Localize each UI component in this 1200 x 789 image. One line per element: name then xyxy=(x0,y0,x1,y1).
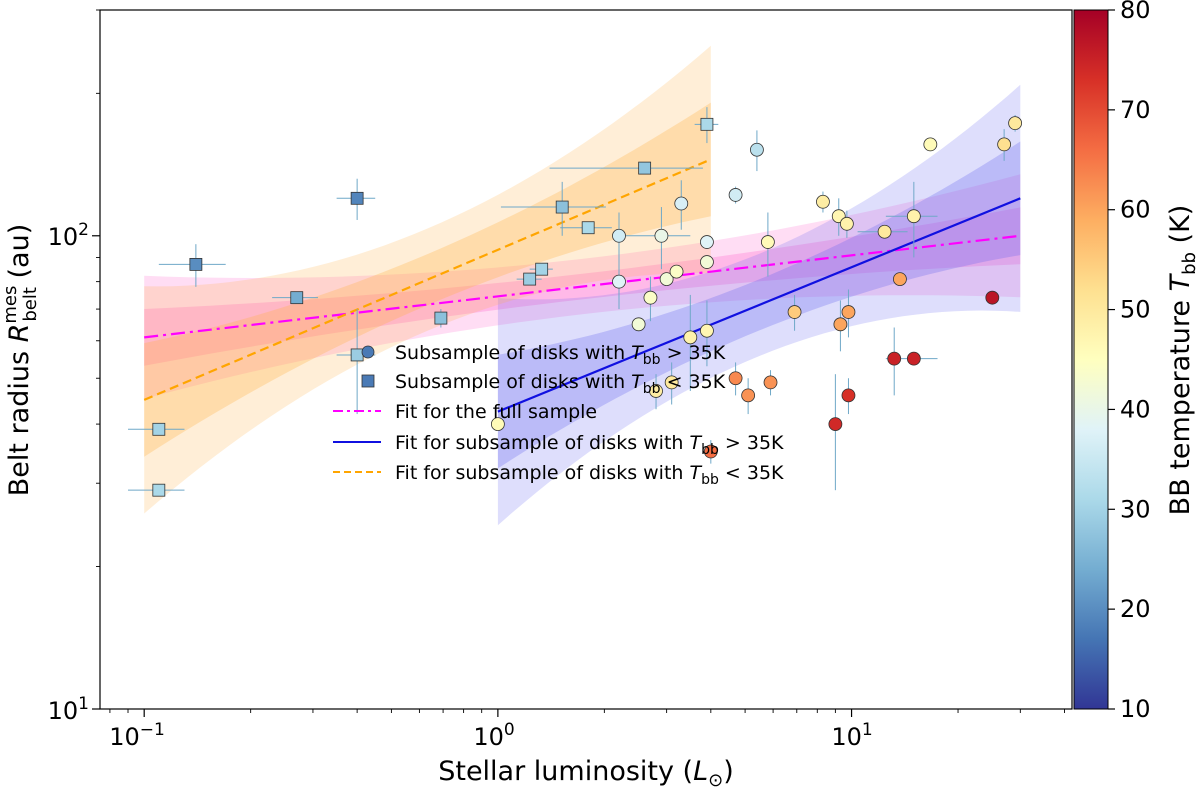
legend-entry-4: Fit for subsample of disks with Tbb < 35… xyxy=(333,462,784,488)
colorbar-tick-label-4: 50 xyxy=(1120,296,1151,324)
x-tick-label-2: 101 xyxy=(831,720,872,751)
fit-lines xyxy=(143,158,1021,413)
legend-entry-2: Fit for the full sample xyxy=(333,401,597,423)
circle-point-5 xyxy=(654,228,669,243)
circle-point-31 xyxy=(887,351,902,366)
colorbar-tick-label-3: 40 xyxy=(1120,395,1151,423)
circle-point-34 xyxy=(906,209,921,224)
circle-point-36 xyxy=(985,290,1000,305)
square-point-9 xyxy=(555,200,569,214)
square-point-6 xyxy=(434,311,448,325)
circle-point-15 xyxy=(703,444,718,459)
circle-point-23 xyxy=(816,194,830,209)
legend-text-2: Fit for the full sample xyxy=(395,401,597,423)
colorbar-tick-label-6: 70 xyxy=(1120,96,1151,124)
circle-point-29 xyxy=(841,388,856,403)
colorbar xyxy=(1073,9,1109,710)
x-tick-label-1: 100 xyxy=(473,720,514,751)
circle-point-9 xyxy=(669,264,684,279)
legend-text-4: Fit for subsample of disks with Tbb < 35… xyxy=(395,462,784,488)
circle-point-20 xyxy=(760,235,775,249)
colorbar-tick-label-0: 10 xyxy=(1120,695,1151,723)
colorbar-tick-label-1: 20 xyxy=(1120,595,1151,623)
y-axis-label: Belt radius Rmesbelt (au) xyxy=(0,224,41,497)
circle-point-8 xyxy=(664,375,679,390)
circle-point-19 xyxy=(750,142,764,157)
circle-point-10 xyxy=(674,196,689,211)
circle-point-22 xyxy=(787,305,802,319)
square-point-10 xyxy=(581,221,595,235)
legend-marker-1 xyxy=(361,374,375,388)
y-tick-label-0: 101 xyxy=(48,694,89,725)
square-point-2 xyxy=(189,258,203,271)
square-point-11 xyxy=(638,161,652,175)
circle-point-7 xyxy=(659,272,674,286)
circle-point-2 xyxy=(612,274,626,289)
data-points xyxy=(128,107,1023,497)
legend-entry-1: Subsample of disks with Tbb < 35K xyxy=(361,371,726,397)
legend-marker-0 xyxy=(361,345,375,359)
plot-frame xyxy=(99,9,1073,710)
legend-text-3: Fit for subsample of disks with Tbb > 35… xyxy=(395,432,784,458)
square-point-8 xyxy=(535,262,549,276)
circle-point-4 xyxy=(649,384,663,398)
circle-point-6 xyxy=(643,290,658,305)
legend-text-1: Subsample of disks with Tbb < 35K xyxy=(395,371,726,397)
circle-point-21 xyxy=(763,375,778,390)
circle-point-11 xyxy=(683,330,698,345)
square-point-7 xyxy=(523,272,537,286)
circle-point-33 xyxy=(906,351,921,366)
square-point-1 xyxy=(152,483,166,497)
legend-text-0: Subsample of disks with Tbb > 35K xyxy=(395,342,726,368)
legend-entry-0: Subsample of disks with Tbb > 35K xyxy=(361,342,726,368)
circle-point-1 xyxy=(612,228,626,243)
square-point-4 xyxy=(350,191,364,205)
square-point-0 xyxy=(152,422,166,436)
circle-point-16 xyxy=(728,371,743,386)
circle-point-35 xyxy=(923,137,938,152)
colorbar-tick-label-7: 80 xyxy=(1120,0,1151,24)
circle-point-30 xyxy=(877,224,892,239)
colorbar-tick-label-2: 30 xyxy=(1120,495,1151,523)
fit-2-band-outer xyxy=(144,45,711,514)
axis-ticks xyxy=(92,9,1065,717)
legend: Subsample of disks with Tbb > 35K Subsamp… xyxy=(333,342,784,488)
circle-point-18 xyxy=(741,388,756,403)
circle-point-17 xyxy=(728,188,743,202)
circle-point-28 xyxy=(841,305,856,319)
square-point-3 xyxy=(290,291,304,305)
fit-0-line xyxy=(144,234,1021,339)
fit-2-band-inner xyxy=(144,102,711,457)
legend-entry-3: Fit for subsample of disks with Tbb > 35… xyxy=(333,432,784,458)
circle-point-32 xyxy=(893,272,907,286)
circle-point-13 xyxy=(700,255,714,269)
x-tick-label-0: 10−1 xyxy=(109,720,165,751)
circle-point-24 xyxy=(828,417,843,431)
circle-point-38 xyxy=(1008,116,1023,131)
colorbar-tick-label-5: 60 xyxy=(1120,196,1151,224)
colorbar-label: BB temperature Tbb (K) xyxy=(1165,205,1200,516)
circle-point-3 xyxy=(631,317,646,332)
x-axis-label: Stellar luminosity (L⊙) xyxy=(438,756,734,789)
fit-1-line xyxy=(497,197,1021,413)
y-tick-label-1: 102 xyxy=(48,220,89,251)
circle-point-14 xyxy=(700,323,714,338)
square-point-5 xyxy=(350,348,364,362)
fit-2-line xyxy=(143,158,712,401)
circle-point-27 xyxy=(839,216,854,231)
circle-point-26 xyxy=(833,317,848,332)
colorbar-ticks: 10 20 30 40 50 60 70 80 xyxy=(1108,0,1151,723)
circle-point-0 xyxy=(490,417,505,431)
circle-point-12 xyxy=(700,235,714,249)
circle-point-37 xyxy=(997,137,1012,152)
square-point-12 xyxy=(700,117,714,131)
